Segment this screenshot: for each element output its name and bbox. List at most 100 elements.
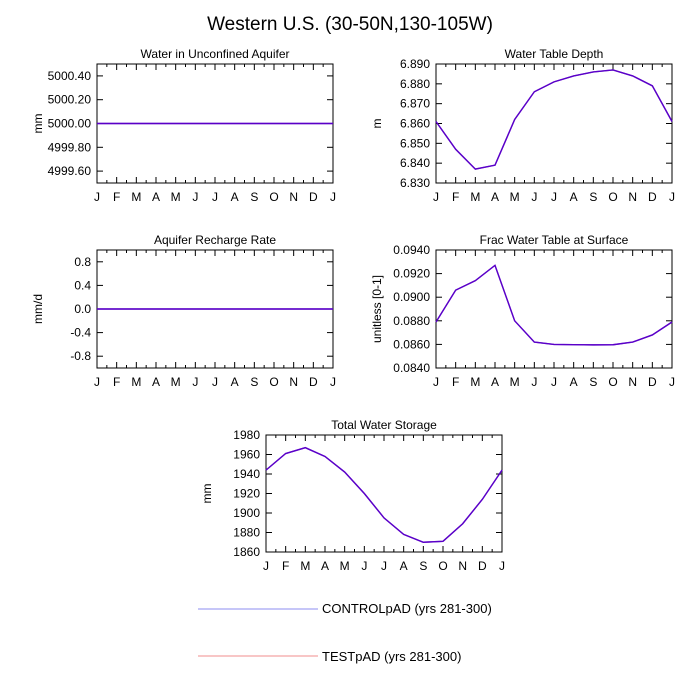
legend-label-control: CONTROLpAD (yrs 281-300) <box>322 601 492 616</box>
x-tick-label: N <box>628 190 637 204</box>
x-tick-label: M <box>300 559 310 573</box>
x-tick-label: A <box>231 375 239 389</box>
y-tick-label: 1980 <box>233 428 260 442</box>
y-tick-label: 6.850 <box>400 136 430 150</box>
series-line-control <box>265 446 503 543</box>
x-tick-label: S <box>419 559 427 573</box>
y-tick-label: 6.830 <box>400 176 430 190</box>
x-tick-label: F <box>113 375 120 389</box>
x-tick-label: A <box>231 190 239 204</box>
panel-frac-water-table-at-surface: Frac Water Table at Surface unitless [0-1… <box>370 233 675 389</box>
x-tick-label: D <box>648 190 657 204</box>
x-tick-label: A <box>491 190 499 204</box>
x-tick-label: J <box>531 375 537 389</box>
y-tick-label: 0.8 <box>74 255 91 269</box>
x-tick-label: J <box>551 190 557 204</box>
x-tick-label: J <box>433 190 439 204</box>
figure-title: Western U.S. (30-50N,130-105W) <box>207 14 493 35</box>
panel-title: Frac Water Table at Surface <box>480 233 629 247</box>
x-tick-label: J <box>669 190 675 204</box>
x-tick-label: M <box>171 190 181 204</box>
x-tick-label: S <box>589 190 597 204</box>
x-tick-label: D <box>478 559 487 573</box>
y-axis-label: unitless [0-1] <box>370 275 384 343</box>
series-line-test <box>265 446 503 543</box>
plot-frame <box>265 434 503 553</box>
y-tick-label: 0.0840 <box>393 361 430 375</box>
x-tick-label: M <box>510 190 520 204</box>
x-tick-label: M <box>340 559 350 573</box>
x-tick-label: J <box>192 375 198 389</box>
x-tick-label: M <box>171 375 181 389</box>
x-tick-label: D <box>309 190 318 204</box>
x-tick-label: F <box>452 190 459 204</box>
x-tick-label: N <box>628 375 637 389</box>
x-tick-label: A <box>152 190 160 204</box>
y-tick-label: 0.0860 <box>393 337 430 351</box>
x-tick-label: O <box>608 190 617 204</box>
x-tick-label: F <box>113 190 120 204</box>
panel-title: Water Table Depth <box>505 47 604 61</box>
plot-frame <box>435 249 673 369</box>
x-tick-label: S <box>589 375 597 389</box>
x-tick-label: A <box>570 375 578 389</box>
x-tick-label: D <box>309 375 318 389</box>
x-tick-label: N <box>289 375 298 389</box>
x-tick-label: A <box>321 559 329 573</box>
x-tick-label: J <box>263 559 269 573</box>
y-tick-label: 6.870 <box>400 97 430 111</box>
x-tick-label: J <box>330 190 336 204</box>
series-line-test <box>435 69 673 170</box>
series-line-control <box>435 69 673 170</box>
y-tick-label: 1860 <box>233 545 260 559</box>
y-tick-label: 6.890 <box>400 57 430 71</box>
x-tick-label: S <box>250 190 258 204</box>
x-tick-label: A <box>152 375 160 389</box>
y-tick-label: 6.860 <box>400 117 430 131</box>
x-tick-label: J <box>499 559 505 573</box>
y-tick-label: 1920 <box>233 487 260 501</box>
y-tick-label: 5000.20 <box>48 93 92 107</box>
x-tick-label: N <box>458 559 467 573</box>
x-tick-label: M <box>470 190 480 204</box>
y-tick-label: 6.840 <box>400 156 430 170</box>
y-tick-label: 0.0900 <box>393 290 430 304</box>
y-axis-label: mm <box>31 114 45 134</box>
y-tick-label: -0.4 <box>70 326 91 340</box>
x-tick-label: J <box>192 190 198 204</box>
x-tick-label: J <box>94 190 100 204</box>
x-tick-label: A <box>400 559 408 573</box>
y-tick-label: 5000.00 <box>48 117 92 131</box>
x-tick-label: J <box>433 375 439 389</box>
x-tick-label: J <box>669 375 675 389</box>
y-tick-label: 1940 <box>233 467 260 481</box>
y-tick-label: 5000.40 <box>48 69 92 83</box>
x-tick-label: A <box>491 375 499 389</box>
x-tick-label: O <box>269 190 278 204</box>
x-tick-label: M <box>470 375 480 389</box>
x-tick-label: N <box>289 190 298 204</box>
y-tick-label: 1900 <box>233 506 260 520</box>
x-tick-label: J <box>212 190 218 204</box>
panel-title: Water in Unconfined Aquifer <box>141 47 290 61</box>
x-tick-label: A <box>570 190 578 204</box>
x-tick-label: J <box>381 559 387 573</box>
y-tick-label: 1960 <box>233 448 260 462</box>
x-tick-label: J <box>361 559 367 573</box>
y-tick-label: -0.8 <box>70 349 91 363</box>
y-tick-label: 0.0 <box>74 302 91 316</box>
x-tick-label: M <box>510 375 520 389</box>
series-line-test <box>435 264 673 346</box>
y-axis-label: mm <box>200 484 214 504</box>
x-tick-label: F <box>282 559 289 573</box>
x-tick-label: J <box>330 375 336 389</box>
x-tick-label: O <box>438 559 447 573</box>
y-tick-label: 0.0880 <box>393 314 430 328</box>
x-tick-label: O <box>269 375 278 389</box>
y-axis-label: mm/d <box>31 294 45 324</box>
x-tick-label: D <box>648 375 657 389</box>
